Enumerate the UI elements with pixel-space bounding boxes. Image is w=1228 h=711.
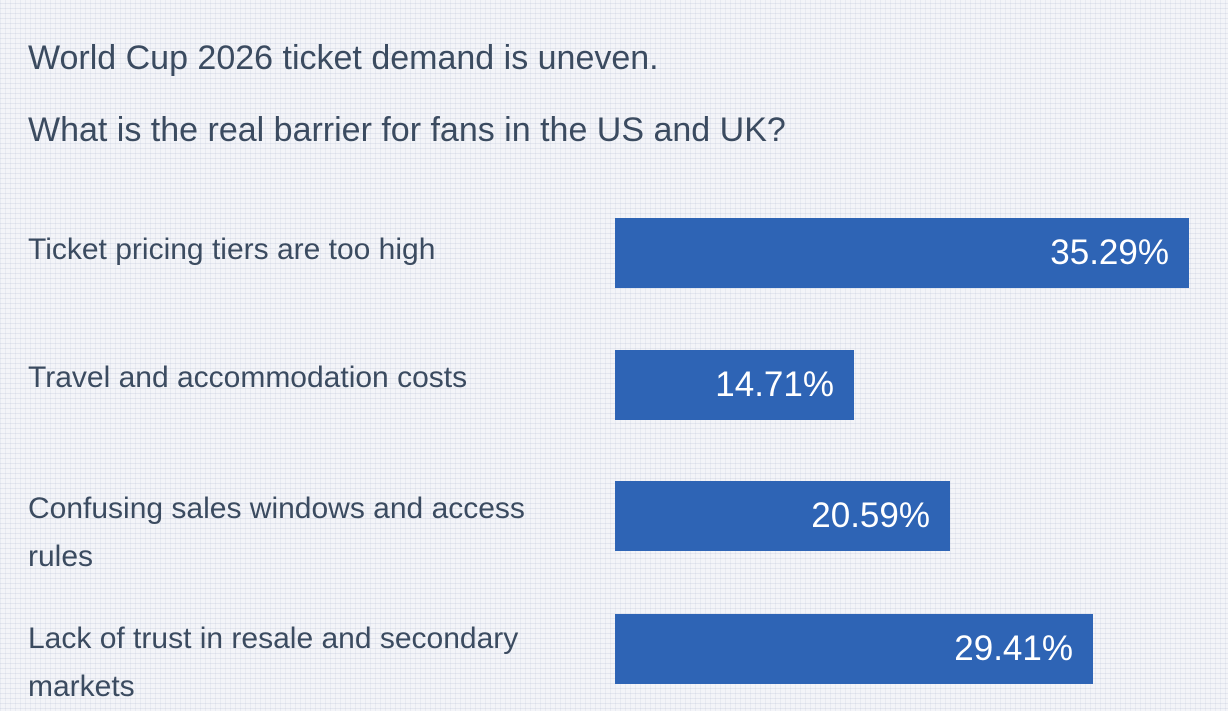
chart-title: World Cup 2026 ticket demand is uneven.: [28, 39, 659, 77]
bar: 35.29%: [615, 218, 1189, 288]
chart-subtitle: What is the real barrier for fans in the…: [28, 111, 786, 149]
bar-value-label: 20.59%: [811, 496, 930, 535]
category-label: Ticket pricing tiers are too high: [28, 233, 436, 266]
bar: 20.59%: [615, 481, 950, 551]
bar-value-label: 35.29%: [1050, 233, 1169, 272]
bar: 29.41%: [615, 614, 1093, 684]
category-label: Confusing sales windows and access rules: [28, 492, 525, 573]
category-label: Lack of trust in resale and secondary ma…: [28, 622, 519, 703]
category-label: Travel and accommodation costs: [28, 361, 468, 394]
bar-value-label: 14.71%: [715, 365, 834, 404]
bar: 14.71%: [615, 350, 854, 420]
bar-value-label: 29.41%: [954, 629, 1073, 668]
